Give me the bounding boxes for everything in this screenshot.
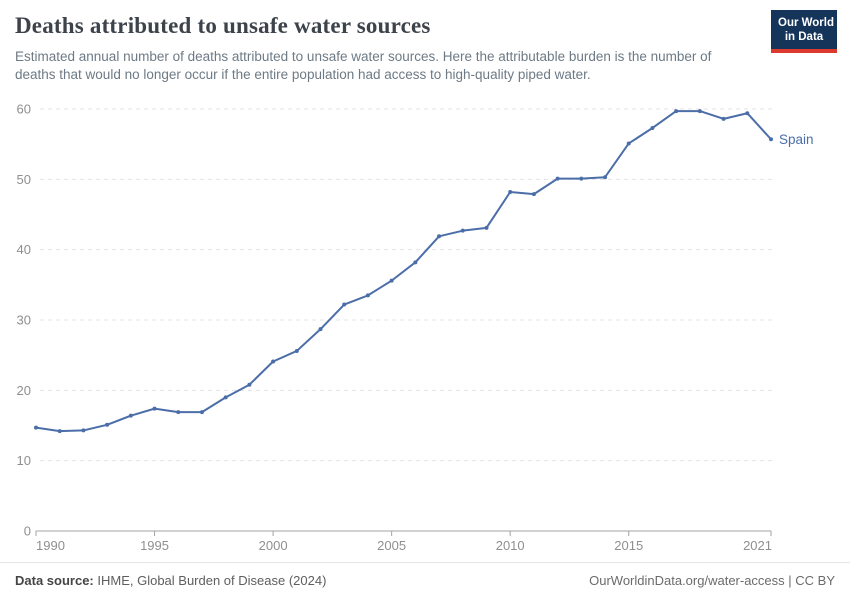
page-title: Deaths attributed to unsafe water source… — [15, 13, 431, 38]
data-point — [57, 429, 62, 434]
y-axis-tick-label: 30 — [17, 313, 31, 328]
data-point — [223, 395, 228, 400]
data-point — [555, 176, 560, 181]
data-point — [697, 109, 702, 114]
data-point — [294, 348, 299, 353]
owid-logo: Our World in Data — [771, 10, 837, 54]
data-point — [626, 141, 631, 146]
data-point — [769, 137, 773, 142]
data-point — [579, 176, 584, 181]
data-point — [531, 192, 536, 197]
data-point — [721, 116, 726, 121]
data-source-text: IHME, Global Burden of Disease (2024) — [93, 573, 327, 588]
data-point — [342, 302, 347, 307]
chart-header: Deaths attributed to unsafe water source… — [15, 12, 755, 85]
x-axis-tick-label: 2021 — [743, 538, 772, 553]
data-point — [247, 382, 252, 387]
series-line — [35, 110, 772, 433]
chart-footer: Data source: IHME, Global Burden of Dise… — [0, 562, 850, 600]
x-axis-tick-label: 2015 — [614, 538, 643, 553]
data-point — [105, 422, 110, 427]
data-point — [745, 111, 750, 116]
data-point — [81, 428, 86, 433]
series-end-label: Spain — [779, 132, 814, 147]
x-axis-tick-label: 2005 — [377, 538, 406, 553]
data-point — [650, 125, 655, 130]
x-axis-tick-label: 1995 — [140, 538, 169, 553]
data-point — [603, 175, 608, 180]
owid-logo-line1: Our World — [778, 17, 835, 29]
owid-logo-line2: in Data — [784, 31, 824, 44]
y-axis-tick-label: 10 — [17, 453, 31, 468]
data-point — [199, 410, 204, 415]
y-axis-tick-label: 50 — [17, 172, 31, 187]
y-axis-tick-label: 40 — [17, 242, 31, 257]
data-point — [484, 225, 489, 230]
data-point — [152, 406, 157, 411]
data-point — [271, 359, 276, 364]
license-credit: OurWorldinData.org/water-access | CC BY — [589, 573, 835, 588]
data-point — [413, 260, 418, 265]
y-axis-tick-label: 60 — [17, 102, 31, 117]
x-axis-tick-label: 1990 — [36, 538, 65, 553]
x-axis-tick-label: 2010 — [496, 538, 525, 553]
data-point — [176, 410, 181, 415]
y-axis-tick-label: 0 — [24, 524, 31, 539]
data-source: Data source: IHME, Global Burden of Dise… — [15, 573, 326, 588]
chart-subtitle: Estimated annual number of deaths attrib… — [15, 48, 712, 83]
data-point — [128, 413, 133, 418]
data-source-label: Data source: — [15, 573, 94, 588]
data-point — [674, 109, 679, 114]
data-point — [318, 327, 323, 332]
data-point — [508, 189, 513, 194]
data-point — [34, 425, 38, 430]
y-axis-tick-label: 20 — [17, 383, 31, 398]
data-point — [365, 293, 370, 298]
x-axis-tick-label: 2000 — [259, 538, 288, 553]
data-point — [389, 278, 394, 283]
data-point — [460, 228, 465, 233]
data-point — [437, 234, 442, 239]
